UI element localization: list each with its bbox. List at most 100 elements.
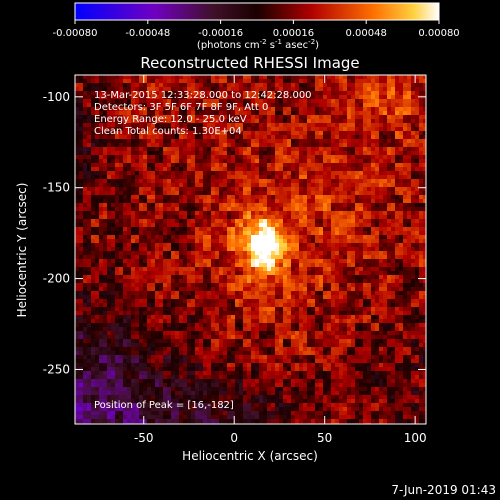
heatmap-cell: [91, 267, 96, 272]
heatmap-cell: [211, 115, 216, 120]
heatmap-cell: [135, 155, 140, 160]
heatmap-cell: [159, 295, 164, 300]
heatmap-cell: [235, 191, 240, 196]
heatmap-cell: [199, 135, 204, 140]
heatmap-cell: [375, 79, 380, 84]
heatmap-cell: [383, 115, 388, 120]
heatmap-cell: [131, 227, 136, 232]
heatmap-cell: [215, 127, 220, 132]
heatmap-cell: [355, 139, 360, 144]
heatmap-cell: [131, 119, 136, 124]
heatmap-cell: [343, 279, 348, 284]
heatmap-cell: [323, 239, 328, 244]
heatmap-cell: [375, 283, 380, 288]
heatmap-cell: [191, 291, 196, 296]
heatmap-cell: [127, 227, 132, 232]
heatmap-cell: [135, 251, 140, 256]
heatmap-cell: [395, 263, 400, 268]
heatmap-cell: [299, 247, 304, 252]
heatmap-cell: [247, 219, 252, 224]
heatmap-cell: [107, 143, 112, 148]
heatmap-cell: [279, 75, 284, 80]
heatmap-cell: [175, 87, 180, 92]
heatmap-cell: [203, 155, 208, 160]
heatmap-cell: [239, 271, 244, 276]
heatmap-cell: [79, 203, 84, 208]
heatmap-cell: [395, 159, 400, 164]
heatmap-cell: [187, 223, 192, 228]
heatmap-cell: [111, 179, 116, 184]
heatmap-cell: [263, 95, 268, 100]
heatmap-cell: [199, 199, 204, 204]
heatmap-cell: [191, 103, 196, 108]
heatmap-cell: [191, 207, 196, 212]
heatmap-cell: [211, 279, 216, 284]
heatmap-cell: [347, 279, 352, 284]
heatmap-cell: [99, 95, 104, 100]
heatmap-cell: [187, 247, 192, 252]
heatmap-cell: [111, 79, 116, 84]
heatmap-cell: [159, 163, 164, 168]
heatmap-cell: [387, 279, 392, 284]
heatmap-cell: [415, 223, 420, 228]
heatmap-cell: [175, 211, 180, 216]
heatmap-cell: [171, 251, 176, 256]
heatmap-cell: [107, 139, 112, 144]
heatmap-cell: [179, 243, 184, 248]
heatmap-cell: [175, 259, 180, 264]
heatmap-cell: [295, 111, 300, 116]
heatmap-cell: [239, 91, 244, 96]
heatmap-cell: [107, 79, 112, 84]
heatmap-cell: [331, 107, 336, 112]
heatmap-cell: [323, 291, 328, 296]
heatmap-cell: [87, 99, 92, 104]
heatmap-cell: [219, 115, 224, 120]
heatmap-cell: [87, 179, 92, 184]
heatmap-cell: [343, 175, 348, 180]
heatmap-cell: [267, 187, 272, 192]
heatmap-cell: [219, 187, 224, 192]
heatmap-cell: [191, 87, 196, 92]
heatmap-cell: [203, 267, 208, 272]
heatmap-cell: [259, 235, 264, 240]
heatmap-cell: [79, 183, 84, 188]
heatmap-cell: [383, 215, 388, 220]
heatmap-cell: [387, 271, 392, 276]
heatmap-cell: [343, 215, 348, 220]
heatmap-cell: [379, 195, 384, 200]
heatmap-cell: [135, 195, 140, 200]
heatmap-cell: [315, 83, 320, 88]
heatmap-cell: [91, 187, 96, 192]
heatmap-cell: [415, 271, 420, 276]
heatmap-cell: [99, 143, 104, 148]
heatmap-cell: [419, 215, 424, 220]
heatmap-cell: [287, 131, 292, 136]
heatmap-cell: [111, 199, 116, 204]
heatmap-cell: [403, 239, 408, 244]
heatmap-cell: [395, 175, 400, 180]
heatmap-cell: [379, 263, 384, 268]
heatmap-cell: [187, 231, 192, 236]
heatmap-cell: [139, 95, 144, 100]
heatmap-cell: [255, 223, 260, 228]
heatmap-cell: [383, 291, 388, 296]
heatmap-cell: [407, 115, 412, 120]
heatmap-cell: [95, 147, 100, 152]
heatmap-cell: [319, 215, 324, 220]
heatmap-cell: [391, 83, 396, 88]
heatmap-cell: [139, 115, 144, 120]
heatmap-cell: [271, 79, 276, 84]
heatmap-cell: [91, 295, 96, 300]
heatmap-cell: [399, 287, 404, 292]
heatmap-cell: [87, 131, 92, 136]
heatmap-cell: [407, 175, 412, 180]
heatmap-cell: [151, 95, 156, 100]
heatmap-cell: [175, 99, 180, 104]
heatmap-cell: [315, 91, 320, 96]
heatmap-cell: [191, 199, 196, 204]
heatmap-cell: [391, 275, 396, 280]
heatmap-cell: [111, 207, 116, 212]
heatmap-cell: [231, 135, 236, 140]
heatmap-cell: [83, 151, 88, 156]
heatmap-cell: [227, 79, 232, 84]
